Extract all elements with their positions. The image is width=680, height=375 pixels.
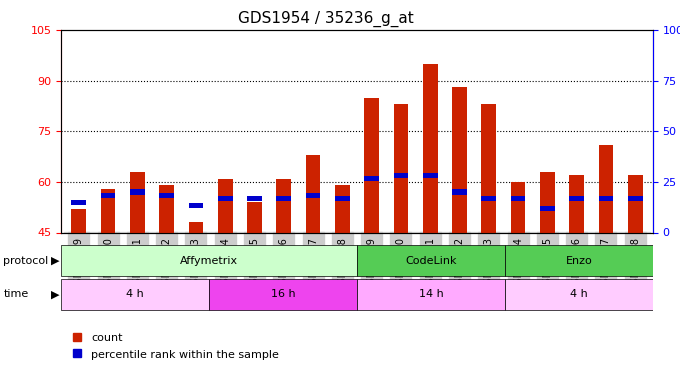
Bar [364,176,379,181]
Bar [364,98,379,232]
FancyBboxPatch shape [209,279,357,310]
Bar [628,175,643,232]
Bar [71,209,86,232]
Text: 4 h: 4 h [570,290,588,299]
Bar [481,196,496,201]
Bar [306,155,320,232]
Text: 16 h: 16 h [271,290,295,299]
Bar [569,175,584,232]
Bar [394,172,408,178]
Bar [481,104,496,232]
Text: Enzo: Enzo [566,256,592,266]
Text: 14 h: 14 h [419,290,443,299]
Bar [452,87,467,232]
Text: GDS1954 / 35236_g_at: GDS1954 / 35236_g_at [238,11,413,27]
Bar [598,196,613,201]
FancyBboxPatch shape [505,246,653,276]
Bar [277,178,291,232]
Bar [452,189,467,195]
Bar [540,172,555,232]
Text: time: time [3,290,29,299]
FancyBboxPatch shape [61,246,357,276]
Bar [247,196,262,201]
Bar [218,178,233,232]
Bar [335,196,350,201]
Legend: count, percentile rank within the sample: count, percentile rank within the sample [67,328,284,364]
Bar [101,193,116,198]
Bar [101,189,116,232]
Bar [247,202,262,232]
Bar [423,172,437,178]
Bar [277,196,291,201]
Bar [394,104,408,232]
FancyBboxPatch shape [61,279,209,310]
Text: 4 h: 4 h [126,290,144,299]
Bar [628,196,643,201]
Text: ▶: ▶ [51,290,60,299]
FancyBboxPatch shape [357,246,505,276]
Bar [511,182,526,232]
Text: protocol: protocol [3,256,49,266]
Bar [188,203,203,208]
Text: Affymetrix: Affymetrix [180,256,238,266]
Bar [159,193,174,198]
Bar [130,189,145,195]
Bar [598,145,613,232]
Bar [130,172,145,232]
Bar [159,185,174,232]
Bar [335,185,350,232]
FancyBboxPatch shape [357,279,505,310]
Bar [511,196,526,201]
Text: CodeLink: CodeLink [405,256,457,266]
Bar [188,222,203,232]
FancyBboxPatch shape [505,279,653,310]
Bar [218,196,233,201]
Text: ▶: ▶ [51,256,60,266]
Bar [423,64,437,232]
Bar [306,193,320,198]
Bar [71,200,86,205]
Bar [540,206,555,212]
Bar [569,196,584,201]
